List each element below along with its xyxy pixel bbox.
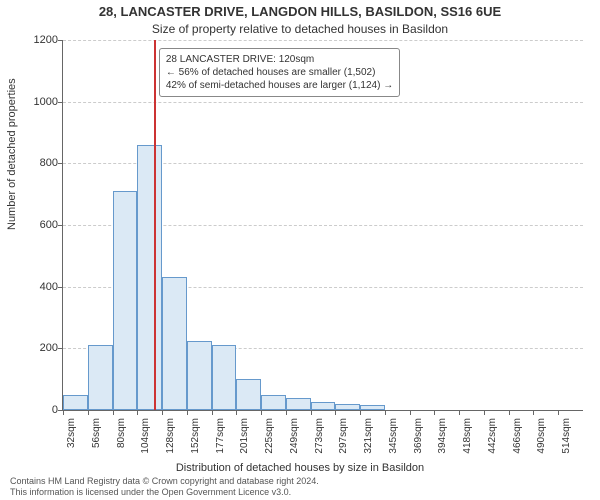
x-tick (236, 410, 237, 415)
y-tick (58, 287, 63, 288)
x-tick (63, 410, 64, 415)
x-tick (509, 410, 510, 415)
histogram-bar (113, 191, 138, 410)
x-tick (137, 410, 138, 415)
histogram-bar (162, 277, 187, 410)
x-tick-label: 104sqm (140, 418, 151, 478)
x-tick (113, 410, 114, 415)
x-tick-label: 490sqm (536, 418, 547, 478)
histogram-bar (286, 398, 311, 410)
x-tick-label: 466sqm (512, 418, 523, 478)
chart-title: 28, LANCASTER DRIVE, LANGDON HILLS, BASI… (0, 4, 600, 19)
y-tick-label: 200 (18, 342, 58, 354)
x-tick-label: 249sqm (289, 418, 300, 478)
x-tick-label: 345sqm (388, 418, 399, 478)
chart-container: 28, LANCASTER DRIVE, LANGDON HILLS, BASI… (0, 0, 600, 500)
attribution-line: This information is licensed under the O… (10, 487, 319, 498)
y-tick (58, 163, 63, 164)
x-tick-label: 177sqm (215, 418, 226, 478)
annotation-box: 28 LANCASTER DRIVE: 120sqm← 56% of detac… (159, 48, 400, 97)
y-tick-label: 0 (18, 404, 58, 416)
chart-subtitle: Size of property relative to detached ho… (0, 22, 600, 36)
x-tick-label: 152sqm (190, 418, 201, 478)
x-tick (286, 410, 287, 415)
annotation-line: 28 LANCASTER DRIVE: 120sqm (166, 53, 393, 66)
x-tick (88, 410, 89, 415)
gridline (63, 40, 583, 41)
x-tick (162, 410, 163, 415)
histogram-bar (236, 379, 261, 410)
x-tick (558, 410, 559, 415)
x-tick-label: 32sqm (66, 418, 77, 478)
x-tick (261, 410, 262, 415)
x-tick-label: 56sqm (91, 418, 102, 478)
x-tick (484, 410, 485, 415)
y-axis-label: Number of detached properties (6, 78, 18, 230)
y-tick-label: 1000 (18, 96, 58, 108)
y-tick-label: 600 (18, 219, 58, 231)
property-marker-line (154, 40, 156, 410)
x-tick-label: 514sqm (561, 418, 572, 478)
y-tick-label: 800 (18, 157, 58, 169)
x-tick-label: 321sqm (363, 418, 374, 478)
x-tick-label: 297sqm (338, 418, 349, 478)
y-tick (58, 102, 63, 103)
x-axis-label: Distribution of detached houses by size … (0, 462, 600, 474)
histogram-bar (335, 404, 360, 410)
histogram-bar (212, 345, 237, 410)
x-tick-label: 369sqm (413, 418, 424, 478)
x-tick (410, 410, 411, 415)
histogram-bar (88, 345, 113, 410)
histogram-bar (137, 145, 162, 410)
x-tick (311, 410, 312, 415)
histogram-bar (261, 395, 286, 410)
x-tick (187, 410, 188, 415)
y-tick (58, 225, 63, 226)
x-tick-label: 442sqm (487, 418, 498, 478)
x-tick-label: 394sqm (437, 418, 448, 478)
y-tick-label: 1200 (18, 34, 58, 46)
y-tick-label: 400 (18, 281, 58, 293)
x-tick (212, 410, 213, 415)
x-tick (434, 410, 435, 415)
attribution-text: Contains HM Land Registry data © Crown c… (10, 476, 319, 498)
x-tick-label: 201sqm (239, 418, 250, 478)
x-tick (533, 410, 534, 415)
annotation-line: ← 56% of detached houses are smaller (1,… (166, 66, 393, 79)
histogram-bar (360, 405, 385, 410)
x-tick (459, 410, 460, 415)
x-tick-label: 418sqm (462, 418, 473, 478)
x-tick-label: 128sqm (165, 418, 176, 478)
x-tick-label: 80sqm (116, 418, 127, 478)
x-tick (385, 410, 386, 415)
gridline (63, 102, 583, 103)
x-tick (360, 410, 361, 415)
y-tick (58, 40, 63, 41)
x-tick (335, 410, 336, 415)
x-tick-label: 273sqm (314, 418, 325, 478)
histogram-bar (311, 402, 336, 410)
annotation-line: 42% of semi-detached houses are larger (… (166, 79, 393, 92)
histogram-bar (63, 395, 88, 410)
x-tick-label: 225sqm (264, 418, 275, 478)
y-tick (58, 348, 63, 349)
histogram-bar (187, 341, 212, 410)
